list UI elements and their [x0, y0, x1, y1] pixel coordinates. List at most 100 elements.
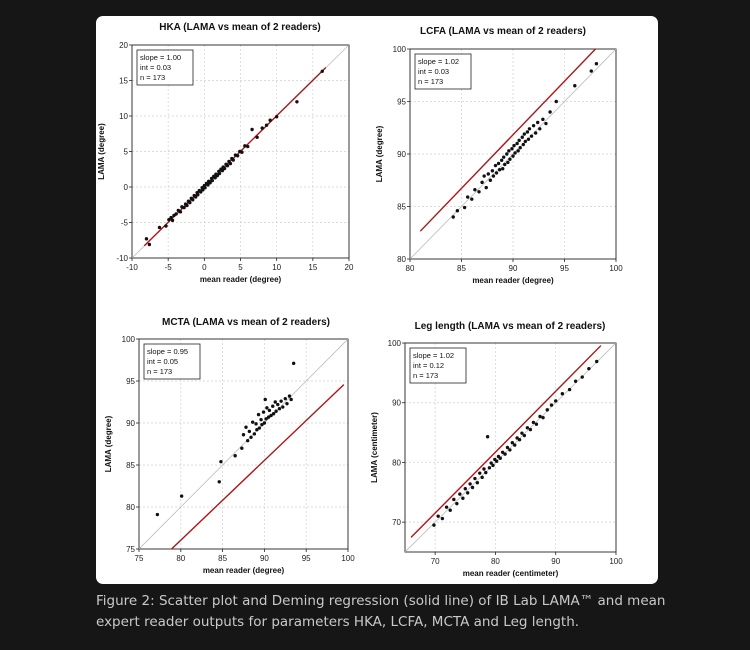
data-point: [538, 414, 542, 419]
data-point: [503, 452, 507, 456]
data-point: [203, 186, 207, 190]
data-point: [217, 171, 222, 176]
y-axis-label: LAMA (centimeter): [370, 412, 379, 483]
regression-line: [410, 345, 602, 538]
data-point: [178, 210, 183, 214]
data-point: [451, 215, 455, 219]
y-tick-label: 20: [119, 41, 128, 50]
data-point: [188, 200, 192, 205]
x-tick-label: 0: [202, 263, 207, 272]
data-point: [252, 432, 257, 436]
y-tick-label: 100: [122, 335, 136, 344]
figure-card: HKA (LAMA vs mean of 2 readers) -10 -5 0 5 10…: [96, 16, 658, 584]
data-point: [273, 400, 277, 404]
data-point: [182, 205, 186, 210]
data-point: [196, 193, 200, 197]
x-tick-label: 90: [509, 264, 518, 273]
x-tick-label: 100: [341, 554, 355, 563]
data-point: [276, 402, 280, 407]
data-point: [247, 429, 252, 434]
identity-line: [410, 49, 616, 259]
y-tick-label: -5: [121, 219, 129, 228]
stats-line: int = 0.03: [418, 67, 449, 76]
data-point: [494, 459, 499, 463]
data-point: [521, 142, 525, 147]
data-point: [493, 163, 498, 168]
data-point: [240, 150, 244, 154]
data-point: [513, 151, 517, 155]
data-point: [536, 120, 540, 125]
data-point: [210, 178, 214, 183]
data-point: [220, 168, 225, 173]
chart-title: LCFA (LAMA vs mean of 2 readers): [420, 26, 586, 37]
x-axis-label: mean reader (centimeter): [463, 569, 559, 578]
data-point: [254, 422, 258, 426]
y-tick-label: 75: [126, 545, 135, 554]
data-point: [208, 181, 212, 185]
data-point: [516, 149, 520, 153]
x-tick-label: 80: [491, 557, 500, 566]
data-point: [267, 408, 272, 413]
data-point: [185, 203, 189, 208]
data-point: [222, 166, 227, 171]
data-point: [164, 224, 168, 228]
data-point: [444, 505, 449, 509]
data-point: [520, 135, 524, 139]
figure-svg: HKA (LAMA vs mean of 2 readers) -10 -5 0 5 10…: [97, 22, 623, 578]
data-point: [274, 409, 278, 413]
data-point: [484, 470, 488, 475]
data-point: [517, 138, 521, 143]
data-point: [554, 99, 558, 104]
data-point: [170, 218, 175, 223]
chart-panel-1: HKA (LAMA vs mean of 2 readers) -10 -5 0 5 10…: [97, 22, 354, 284]
data-point: [560, 392, 565, 396]
plot-area: [410, 49, 616, 259]
data-point: [515, 141, 519, 146]
x-tick-label: 85: [457, 264, 466, 273]
data-point: [256, 412, 261, 417]
data-point: [193, 195, 198, 199]
data-point: [295, 100, 299, 104]
data-point: [206, 183, 210, 187]
identity-line: [139, 339, 348, 549]
data-point: [510, 441, 515, 445]
data-point: [528, 427, 533, 432]
y-tick-label: 95: [126, 377, 135, 386]
data-point: [475, 481, 480, 485]
y-axis-label: LAMA (degree): [97, 123, 106, 180]
data-point: [594, 62, 599, 66]
x-tick-label: 20: [345, 263, 354, 272]
data-point: [505, 445, 510, 450]
data-point: [573, 84, 577, 88]
regression-line: [170, 384, 345, 549]
plot-area: [139, 339, 348, 549]
data-point: [289, 397, 293, 402]
data-point: [489, 461, 493, 465]
data-point: [525, 130, 530, 134]
y-tick-label: 15: [119, 77, 128, 86]
data-point: [490, 169, 495, 173]
data-point: [250, 127, 254, 132]
data-point: [506, 160, 510, 165]
data-point: [505, 152, 509, 156]
data-point: [510, 147, 514, 151]
data-point: [513, 443, 517, 447]
y-tick-label: 80: [126, 503, 135, 512]
y-tick-label: 90: [392, 399, 401, 408]
stats-line: n = 173: [413, 371, 438, 380]
data-point: [589, 69, 593, 73]
stats-line: int = 0.05: [147, 357, 178, 366]
x-tick-label: -5: [165, 263, 173, 272]
data-point: [271, 404, 275, 408]
x-tick-label: 85: [218, 554, 227, 563]
data-point: [526, 137, 531, 141]
stats-line: n = 173: [147, 367, 172, 376]
data-point: [264, 123, 269, 127]
x-tick-label: 100: [609, 264, 623, 273]
chart-panel-4: Leg length (LAMA vs mean of 2 readers) 70…: [370, 321, 623, 578]
data-point: [534, 422, 539, 426]
data-point: [440, 516, 445, 521]
data-point: [462, 205, 467, 210]
chart-title: Leg length (LAMA vs mean of 2 readers): [415, 321, 606, 332]
data-point: [461, 496, 465, 500]
